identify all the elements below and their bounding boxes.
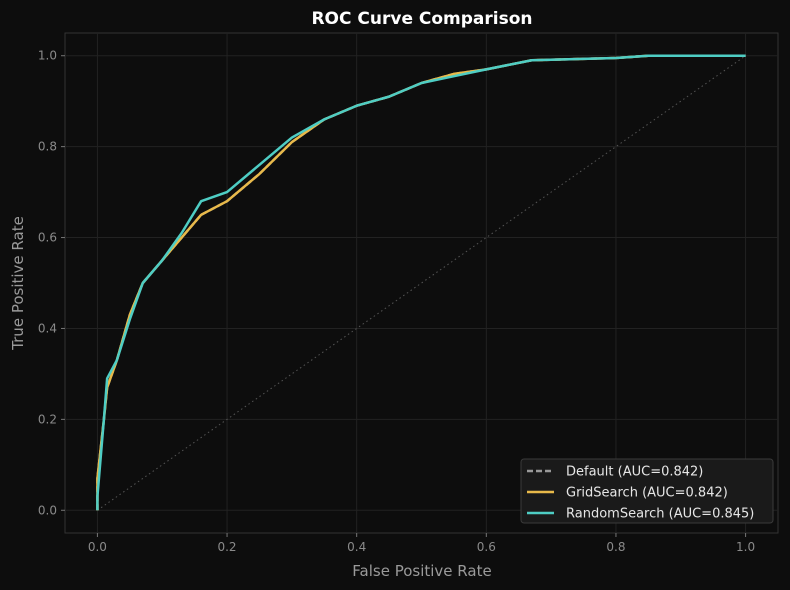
legend-label: Default (AUC=0.842) [566, 465, 703, 480]
legend-box [520, 458, 774, 524]
chance-diagonal-line [97, 55, 746, 511]
plot-area [64, 32, 779, 534]
y-tick-label: 0.8 [38, 140, 57, 154]
x-tick-label: 0.8 [606, 540, 625, 554]
x-tick-label: 0.0 [88, 540, 107, 554]
y-tick-label: 0.0 [38, 503, 57, 517]
y-axis-label: True Positive Rate [9, 216, 27, 351]
y-tick-label: 0.6 [38, 231, 57, 245]
y-tick-label: 0.4 [38, 321, 57, 335]
ticks: 0.0 0.2 0.4 0.6 0.8 1.0 0.0 0.2 0.4 0.6 0.8 1.0 [38, 49, 755, 554]
x-tick-label: 1.0 [736, 540, 755, 554]
x-axis-label: False Positive Rate [352, 562, 491, 580]
y-tick-label: 0.2 [38, 412, 57, 426]
series-lines [96, 54, 746, 511]
legend-label: GridSearch (AUC=0.842) [566, 486, 728, 501]
x-tick-label: 0.6 [477, 540, 496, 554]
legend: Default (AUC=0.842) GridSearch (AUC=0.842… [520, 458, 774, 524]
legend-label: RandomSearch (AUC=0.845) [566, 507, 754, 522]
x-tick-label: 0.4 [347, 540, 366, 554]
series-line-randomsearch [96, 54, 746, 511]
grid [65, 33, 778, 533]
x-tick-label: 0.2 [217, 540, 236, 554]
chart-title: ROC Curve Comparison [311, 9, 532, 29]
y-tick-label: 1.0 [38, 49, 57, 63]
